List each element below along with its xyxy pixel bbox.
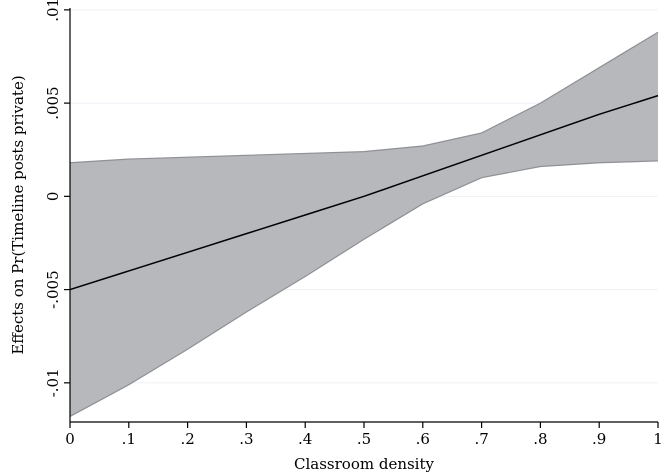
y-tick-label: .01	[44, 0, 62, 22]
x-tick-label: 1	[653, 430, 663, 448]
x-tick-label: .6	[416, 430, 430, 448]
y-tick-label: -.005	[44, 270, 62, 308]
x-tick-label: .7	[474, 430, 488, 448]
y-axis-ticks: -.01 -.005 0 .005 .01	[44, 0, 70, 397]
confidence-band	[70, 32, 658, 417]
y-axis-label: Effects on Pr(Timeline posts private)	[9, 75, 27, 354]
x-axis-label: Classroom density	[294, 455, 434, 472]
confidence-band-upper-edge	[69, 31, 659, 164]
x-tick-label: .1	[122, 430, 136, 448]
y-tick-label: 0	[44, 192, 62, 202]
x-axis-ticks: 0 .1 .2 .3 .4 .5 .6 .7 .8 .9 1	[65, 422, 663, 448]
y-tick-label: -.01	[44, 368, 62, 397]
x-tick-label: .2	[180, 430, 194, 448]
x-tick-label: .9	[592, 430, 606, 448]
x-tick-label: 0	[65, 430, 75, 448]
x-tick-label: .5	[357, 430, 371, 448]
confidence-band-lower-edge	[69, 160, 659, 417]
y-tick-label: .005	[44, 86, 62, 119]
x-tick-label: .4	[298, 430, 312, 448]
x-tick-label: .8	[533, 430, 547, 448]
estimate-line	[69, 94, 659, 291]
x-tick-label: .3	[239, 430, 253, 448]
